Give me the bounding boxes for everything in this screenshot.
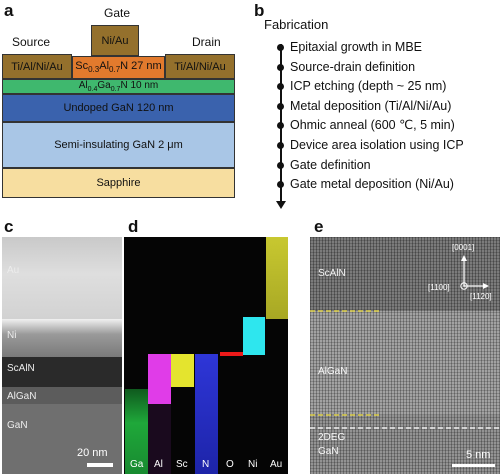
eds-element-label: N bbox=[202, 459, 210, 470]
gan-channel-layer: Undoped GaN 120 nm bbox=[2, 94, 235, 122]
stem-gan-region bbox=[2, 404, 122, 474]
stem-layer-label: ScAlN bbox=[7, 363, 35, 374]
eds-element-label: Ni bbox=[248, 459, 258, 470]
gate-label: Gate bbox=[104, 6, 131, 20]
step-dot-icon bbox=[277, 83, 284, 91]
fabrication-title: Fabrication bbox=[264, 17, 329, 32]
eds-element-label: Sc bbox=[176, 459, 188, 470]
step-dot-icon bbox=[277, 161, 284, 169]
eds-al-map bbox=[148, 354, 171, 404]
hrstem-lattice-fringes bbox=[310, 237, 500, 474]
gate-metal-layer: Ni/Au bbox=[91, 25, 139, 56]
eds-sc-map bbox=[171, 354, 194, 387]
scaln-barrier-text: Sc0.3Al0.7N 27 nm bbox=[75, 60, 162, 75]
stem-algan-region bbox=[2, 387, 122, 404]
eds-ni-map bbox=[243, 317, 265, 355]
stem-layer-label: AlGaN bbox=[7, 391, 37, 402]
stem-layer-label: Ni bbox=[7, 330, 17, 341]
fabrication-step: Source-drain definition bbox=[275, 58, 464, 78]
step-dot-icon bbox=[277, 122, 284, 130]
fabrication-step: Epitaxial growth in MBE bbox=[275, 38, 464, 58]
stem-au-region bbox=[2, 237, 122, 319]
stem-ni-region bbox=[2, 319, 122, 357]
eds-al-map-tail bbox=[148, 404, 171, 474]
eds-au-map bbox=[266, 237, 288, 319]
hrstem-layer-label: 2DEG bbox=[318, 432, 346, 443]
panel-label-e: e bbox=[314, 217, 324, 236]
source-metal-layer: Ti/Al/Ni/Au bbox=[2, 54, 72, 79]
fabrication-step: ICP etching (depth ~ 25 nm) bbox=[275, 77, 464, 97]
eds-ga-map bbox=[125, 389, 148, 474]
hrstem-lattice-rows bbox=[310, 237, 500, 474]
eds-element-label: O bbox=[226, 459, 234, 470]
sapphire-substrate: Sapphire bbox=[2, 168, 235, 198]
algan-interlayer: Al0.4Ga0.7N 10 nm bbox=[2, 79, 235, 94]
stem-layer-label: GaN bbox=[7, 420, 28, 431]
sapphire-substrate-text: Sapphire bbox=[96, 177, 141, 189]
crystal-axes-icon bbox=[460, 255, 489, 290]
eds-o-map bbox=[220, 352, 243, 356]
eds-n-map bbox=[195, 354, 218, 474]
panel-label-b: b bbox=[254, 1, 265, 20]
timeline-arrow-icon bbox=[276, 201, 286, 209]
gan-buffer-text: Semi-insulating GaN 2 μm bbox=[54, 139, 183, 151]
stem-layer-label: Au bbox=[7, 265, 20, 276]
stem-scale-bar bbox=[87, 463, 113, 467]
hrstem-algan-region bbox=[310, 311, 500, 415]
hrstem-scaln-region bbox=[310, 237, 500, 311]
step-dot-icon bbox=[277, 141, 284, 149]
algan-interlayer-text: Al0.4Ga0.7N 10 nm bbox=[78, 80, 159, 93]
hrstem-layer-label: ScAlN bbox=[318, 268, 346, 279]
source-metal-text: Ti/Al/Ni/Au bbox=[11, 60, 63, 73]
eds-element-label: Ga bbox=[130, 459, 144, 470]
eds-element-label: Au bbox=[270, 459, 283, 470]
source-label: Source bbox=[12, 35, 51, 49]
drain-metal-layer: Ti/Al/Ni/Au bbox=[165, 54, 235, 79]
step-dot-icon bbox=[277, 44, 284, 51]
panel-label-c: c bbox=[4, 217, 14, 236]
stem-image bbox=[2, 237, 122, 474]
gan-channel-text: Undoped GaN 120 nm bbox=[63, 102, 174, 114]
eds-map-strip bbox=[124, 237, 288, 474]
hrstem-scale-bar bbox=[452, 464, 495, 467]
gan-buffer-layer: Semi-insulating GaN 2 μm bbox=[2, 122, 235, 168]
gate-metal-text: Ni/Au bbox=[101, 34, 129, 47]
fabrication-step: Gate metal deposition (Ni/Au) bbox=[275, 175, 464, 195]
direction-up-label: [0001] bbox=[452, 243, 475, 252]
hrstem-layer-label: AlGaN bbox=[318, 366, 348, 377]
stem-scale-label: 20 nm bbox=[77, 447, 108, 459]
fabrication-steps: Epitaxial growth in MBE Source-drain def… bbox=[275, 38, 464, 195]
direction-left-label: [1100] bbox=[428, 283, 450, 292]
step-dot-icon bbox=[277, 181, 284, 189]
stem-scaln-region bbox=[2, 357, 122, 387]
step-dot-icon bbox=[277, 102, 284, 110]
drain-label: Drain bbox=[192, 35, 221, 49]
hrstem-layer-label: GaN bbox=[318, 446, 339, 457]
hrstem-scale-label: 5 nm bbox=[466, 449, 491, 461]
fabrication-step: Device area isolation using ICP bbox=[275, 136, 464, 156]
fabrication-step: Ohmic anneal (600 ℃, 5 min) bbox=[275, 116, 464, 136]
panel-label-d: d bbox=[128, 217, 139, 236]
hrstem-image bbox=[310, 237, 500, 474]
hrstem-interface-lines bbox=[310, 310, 500, 429]
step-dot-icon bbox=[277, 63, 284, 71]
direction-right-label: [1120] bbox=[470, 292, 492, 301]
drain-metal-text: Ti/Al/Ni/Au bbox=[174, 60, 226, 73]
eds-element-label: Al bbox=[154, 459, 163, 470]
fabrication-step: Gate definition bbox=[275, 156, 464, 176]
scaln-barrier-layer: Sc0.3Al0.7N 27 nm bbox=[72, 56, 165, 79]
fabrication-step: Metal deposition (Ti/Al/Ni/Au) bbox=[275, 97, 464, 117]
panel-label-a: a bbox=[4, 1, 14, 20]
